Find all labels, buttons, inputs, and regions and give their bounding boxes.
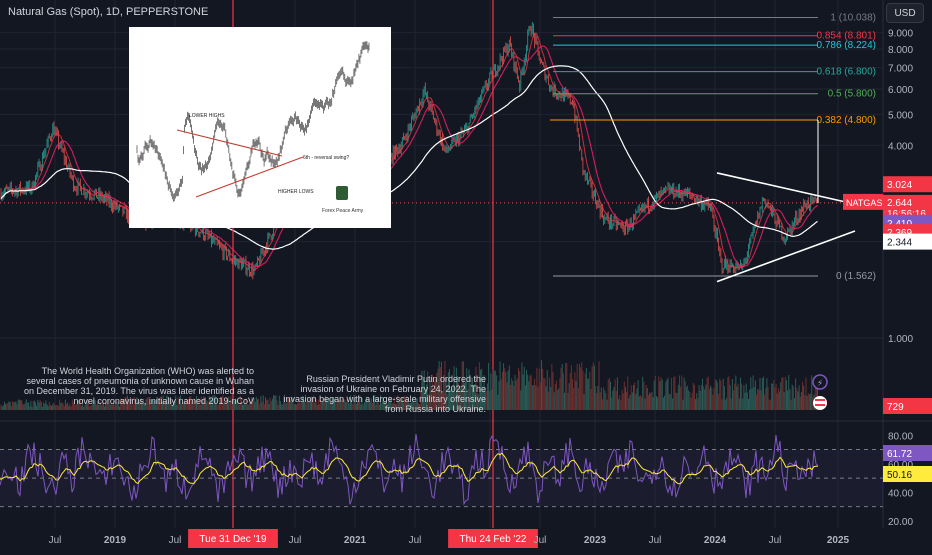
lightning-icon[interactable] (812, 374, 828, 390)
fib-level-label: 0.786 (8.224) (817, 40, 877, 51)
price-tick-label: 8.000 (888, 45, 913, 56)
time-tick-label: 2023 (584, 535, 607, 546)
rsi-signal-tag-bg (883, 466, 932, 482)
rsi-line (0, 434, 819, 506)
rsi-tick-label: 40.00 (888, 488, 913, 499)
event-date-label: Thu 24 Feb '22 (460, 534, 527, 545)
currency-button[interactable]: USD (886, 3, 924, 23)
volume-bars (0, 360, 818, 410)
chart-title: Natural Gas (Spot), 1D, PEPPERSTONE (8, 6, 209, 18)
annotation-covid: The World Health Organization (WHO) was … (24, 366, 254, 406)
rsi-signal-tag: 50.16 (887, 470, 912, 481)
price-tick-label: 5.000 (888, 110, 913, 121)
price-tick-label: 6.000 (888, 85, 913, 96)
event-date-label: Tue 31 Dec '19 (199, 534, 267, 545)
price-tag-resistance: 3.024 (887, 180, 912, 191)
price-tag-countdown: 16:56:16 (887, 209, 926, 220)
time-tick-label: 2021 (344, 535, 367, 546)
time-tick-label: Jul (769, 535, 782, 546)
time-tick-label: 2019 (104, 535, 127, 546)
price-tick-label: 7.000 (888, 64, 913, 75)
inset-chart-image: LOWER HIGHS HIGHER LOWS 6th - reversal swi… (129, 27, 391, 228)
lightning-icon-glyph: ⚡ (817, 378, 823, 388)
price-tick-label: 9.000 (888, 29, 913, 40)
fib-level-label: 0.5 (5.800) (828, 89, 876, 100)
rsi-tag: 61.72 (887, 449, 912, 460)
event-date-tag (188, 529, 278, 548)
rsi-tick-label: 20.00 (888, 517, 913, 528)
flag-icon-stripe (815, 404, 825, 406)
flag-icon[interactable] (813, 396, 827, 410)
time-tick-label: Jul (649, 535, 662, 546)
volume-tag-bg (883, 398, 932, 414)
rsi-signal-line (0, 452, 819, 485)
rsi-tick-label: 60.00 (888, 460, 913, 471)
time-tick-label: 2025 (827, 535, 850, 546)
time-axis: Jul 2019 Jul Jul 2021 Jul Jul 2023 Jul 2024 Jul 202… (49, 535, 850, 546)
inset-label-reversal: 6th - reversal swing? (303, 155, 349, 161)
price-tag-support-bg (883, 233, 932, 250)
fib-level-label: 1 (10.038) (830, 12, 876, 23)
price-tag-resistance-bg (883, 176, 932, 193)
symbol-tag-bg (843, 193, 883, 210)
fib-level-label: 0.618 (6.800) (817, 67, 877, 78)
rsi-tick-label: 80.00 (888, 431, 913, 442)
annotation-ukraine: Russian President Vladimir Putin ordered… (283, 374, 486, 414)
volume-tag: 729 (887, 402, 904, 413)
rsi-tag-bg (883, 445, 932, 461)
inset-upper-trend (176, 129, 283, 157)
time-tick-label: Jul (534, 535, 547, 546)
event-date-tag (448, 529, 538, 548)
fibonacci-retracement: 0 (1.562) 0.382 (4.800) 0.5 (5.800) 0.618 (… (550, 12, 876, 282)
price-tick-label: 4.000 (888, 141, 913, 152)
time-tick-label: Jul (289, 535, 302, 546)
fib-level-label: 0.382 (4.800) (817, 115, 877, 126)
inset-watermark: Forex Peace Army (322, 208, 364, 214)
price-tag-support: 2.344 (887, 238, 912, 249)
flag-icon-stripe (815, 399, 825, 401)
triangle-lower-line (716, 230, 856, 283)
inset-label-lower-highs: LOWER HIGHS (189, 113, 225, 119)
price-tag-last: 2.644 (887, 198, 912, 209)
symbol-tag: NATGAS (846, 198, 882, 208)
inset-lower-trend (195, 156, 304, 198)
triangle-pattern (716, 172, 856, 283)
time-tick-label: Jul (49, 535, 62, 546)
inset-logo-shield (336, 186, 348, 200)
time-tick-label: Jul (409, 535, 422, 546)
triangle-upper-line (716, 172, 856, 205)
inset-background (129, 27, 391, 228)
time-tick-label: 2024 (704, 535, 727, 546)
fib-level-label: 0.854 (8.801) (817, 31, 877, 42)
price-tick-label: 1.000 (888, 334, 913, 345)
fib-level-label: 0 (1.562) (836, 271, 876, 282)
time-tick-label: Jul (169, 535, 182, 546)
inset-label-higher-lows: HIGHER LOWS (278, 189, 314, 195)
